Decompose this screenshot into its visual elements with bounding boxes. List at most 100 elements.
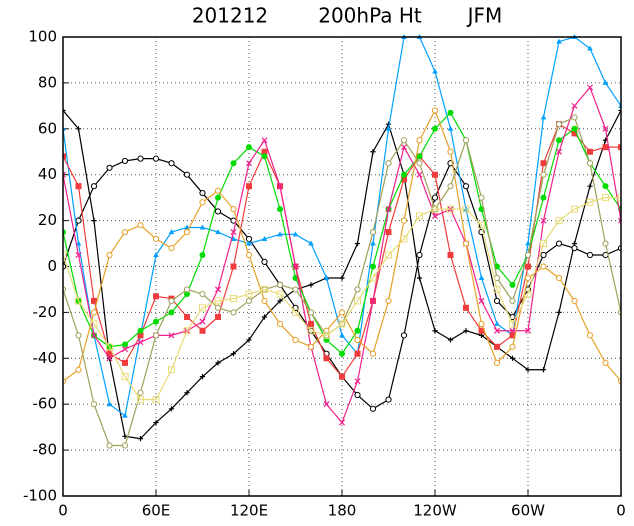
y-tick-label: 0 (47, 257, 57, 275)
marker (106, 350, 113, 357)
marker (540, 251, 547, 259)
marker (555, 240, 563, 247)
marker (183, 228, 191, 236)
marker (540, 240, 547, 248)
x-tick-label: 180 (328, 502, 357, 520)
marker (463, 328, 469, 334)
marker (122, 359, 128, 366)
marker (370, 149, 376, 155)
marker (369, 274, 377, 282)
chart-season: JFM (466, 4, 503, 28)
marker (277, 231, 283, 237)
marker (183, 286, 191, 293)
marker (339, 332, 345, 338)
marker (602, 144, 609, 151)
marker (307, 343, 315, 350)
marker (75, 240, 82, 246)
marker (106, 442, 113, 449)
marker (245, 297, 253, 305)
marker (478, 297, 485, 304)
marker (540, 160, 547, 167)
marker (602, 79, 609, 85)
marker (432, 68, 438, 74)
marker (152, 396, 160, 404)
x-tick-label: 60E (142, 502, 171, 520)
marker (168, 332, 175, 339)
marker (199, 318, 206, 325)
marker (261, 258, 268, 266)
marker (354, 350, 361, 357)
marker (525, 263, 531, 270)
marker (75, 332, 82, 339)
marker (385, 229, 392, 236)
marker (307, 309, 315, 316)
marker (602, 240, 609, 247)
chart-variable: 200hPa Ht (318, 4, 422, 28)
marker (540, 194, 547, 201)
marker (230, 206, 237, 213)
marker (401, 176, 407, 183)
marker (556, 137, 562, 144)
marker (230, 229, 237, 236)
marker (214, 208, 222, 215)
marker (153, 419, 159, 426)
marker (137, 389, 144, 396)
marker (137, 222, 144, 229)
marker (199, 224, 206, 230)
marker (509, 320, 516, 328)
plot (63, 34, 621, 449)
marker (339, 373, 345, 380)
marker (121, 373, 129, 381)
marker (199, 304, 206, 312)
marker (152, 155, 160, 162)
marker (571, 297, 578, 305)
marker (168, 309, 175, 316)
marker (462, 183, 470, 190)
marker (106, 401, 113, 407)
marker (540, 263, 547, 270)
marker (478, 274, 485, 280)
marker (493, 285, 501, 293)
marker (137, 396, 144, 404)
marker (494, 343, 500, 350)
marker (183, 327, 191, 335)
marker (416, 137, 423, 144)
marker (602, 359, 609, 366)
marker (400, 217, 408, 224)
marker (587, 45, 593, 51)
marker (168, 229, 175, 235)
marker (261, 148, 268, 155)
marker (91, 218, 97, 224)
marker (122, 433, 128, 439)
y-tick-label: 20 (38, 211, 57, 229)
marker (587, 183, 593, 189)
marker (354, 240, 361, 247)
marker (354, 336, 361, 344)
marker (277, 298, 283, 304)
marker (540, 114, 547, 120)
y-tick-label: -60 (33, 395, 58, 413)
marker (121, 157, 129, 165)
marker (75, 217, 82, 224)
marker (183, 171, 191, 178)
marker (168, 406, 175, 412)
marker (292, 308, 299, 316)
marker (230, 351, 237, 357)
marker (63, 251, 67, 259)
marker (400, 144, 408, 151)
marker (525, 240, 531, 246)
marker (153, 293, 159, 300)
marker (75, 126, 82, 132)
marker (509, 327, 516, 334)
marker (400, 235, 408, 243)
marker (447, 337, 454, 343)
marker (106, 164, 113, 171)
marker (214, 297, 222, 305)
marker (246, 183, 252, 190)
marker (478, 320, 485, 327)
marker (462, 240, 470, 247)
marker (354, 327, 361, 334)
marker (323, 355, 330, 362)
marker (555, 217, 563, 225)
marker (587, 148, 593, 155)
